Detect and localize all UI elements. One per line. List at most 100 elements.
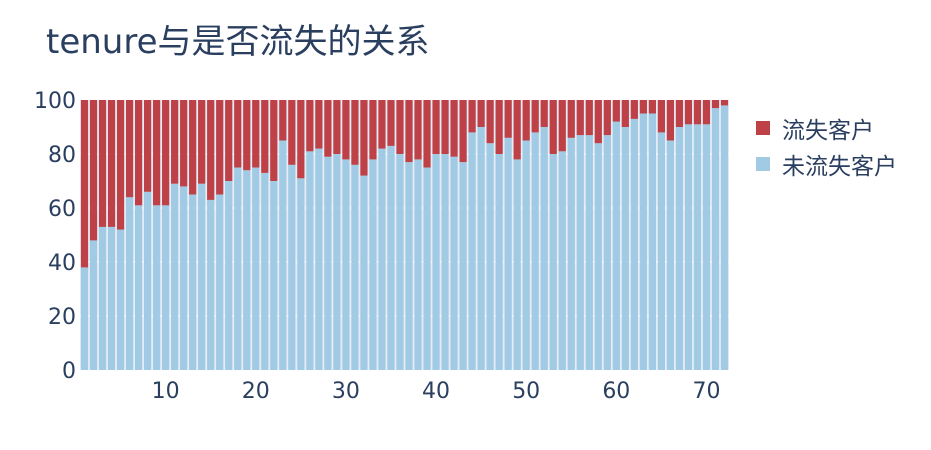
bar-churned[interactable] — [468, 100, 476, 133]
bar-churned[interactable] — [279, 100, 287, 141]
bar-retained[interactable] — [630, 118, 638, 371]
bar-churned[interactable] — [540, 100, 548, 127]
bar-churned[interactable] — [432, 100, 440, 154]
bar-churned[interactable] — [693, 100, 702, 125]
bar-churned[interactable] — [216, 100, 224, 195]
bar-retained[interactable] — [324, 156, 332, 370]
bar-retained[interactable] — [216, 194, 224, 371]
bar-retained[interactable] — [80, 267, 89, 370]
bar-retained[interactable] — [207, 199, 215, 370]
bar-churned[interactable] — [720, 100, 729, 106]
bar-churned[interactable] — [378, 100, 386, 149]
bar-churned[interactable] — [486, 100, 494, 144]
bar-churned[interactable] — [531, 100, 539, 133]
bar-retained[interactable] — [585, 135, 593, 370]
bar-retained[interactable] — [657, 132, 666, 370]
bar-retained[interactable] — [351, 164, 359, 370]
bar-retained[interactable] — [477, 127, 485, 370]
bar-retained[interactable] — [414, 159, 422, 370]
bar-churned[interactable] — [477, 100, 485, 127]
bar-retained[interactable] — [134, 205, 143, 370]
bar-churned[interactable] — [315, 100, 323, 149]
bar-churned[interactable] — [666, 100, 675, 141]
bar-churned[interactable] — [107, 100, 116, 227]
bar-retained[interactable] — [315, 148, 323, 370]
bar-churned[interactable] — [495, 100, 503, 154]
bar-retained[interactable] — [450, 156, 458, 370]
legend-item-retained[interactable]: 未流失客户 — [756, 146, 897, 182]
bar-churned[interactable] — [261, 100, 269, 173]
bar-retained[interactable] — [198, 183, 206, 370]
bar-churned[interactable] — [297, 100, 305, 179]
bar-churned[interactable] — [549, 100, 557, 154]
bar-churned[interactable] — [621, 100, 629, 127]
bar-churned[interactable] — [98, 100, 107, 227]
bar-churned[interactable] — [711, 100, 720, 109]
bar-retained[interactable] — [360, 175, 368, 370]
bar-retained[interactable] — [171, 183, 179, 370]
bar-churned[interactable] — [360, 100, 368, 176]
bar-retained[interactable] — [252, 167, 260, 371]
bar-retained[interactable] — [98, 226, 107, 370]
bar-retained[interactable] — [648, 113, 656, 371]
bar-churned[interactable] — [252, 100, 260, 168]
bar-retained[interactable] — [243, 170, 251, 370]
bar-churned[interactable] — [441, 100, 449, 154]
bar-retained[interactable] — [189, 194, 197, 371]
legend-item-churned[interactable]: 流失客户 — [756, 110, 897, 146]
bar-churned[interactable] — [207, 100, 215, 200]
bar-retained[interactable] — [621, 127, 629, 370]
bar-retained[interactable] — [333, 154, 341, 370]
bar-retained[interactable] — [639, 113, 647, 371]
bar-retained[interactable] — [459, 162, 467, 370]
bar-churned[interactable] — [612, 100, 620, 122]
bar-churned[interactable] — [630, 100, 638, 119]
bar-churned[interactable] — [675, 100, 684, 127]
bar-retained[interactable] — [495, 154, 503, 370]
bar-churned[interactable] — [351, 100, 359, 165]
bar-retained[interactable] — [594, 143, 602, 370]
bar-retained[interactable] — [684, 124, 693, 370]
bar-retained[interactable] — [116, 229, 125, 370]
bar-churned[interactable] — [657, 100, 666, 133]
bar-churned[interactable] — [189, 100, 197, 195]
bar-churned[interactable] — [125, 100, 134, 198]
bar-churned[interactable] — [198, 100, 206, 184]
bar-retained[interactable] — [107, 226, 116, 370]
bar-churned[interactable] — [459, 100, 467, 163]
bar-retained[interactable] — [711, 108, 720, 370]
bar-retained[interactable] — [342, 159, 350, 370]
bar-retained[interactable] — [504, 137, 512, 370]
bar-churned[interactable] — [396, 100, 404, 154]
bar-churned[interactable] — [513, 100, 521, 160]
bar-retained[interactable] — [153, 205, 161, 370]
bar-retained[interactable] — [162, 205, 170, 370]
bar-churned[interactable] — [405, 100, 413, 163]
bar-churned[interactable] — [603, 100, 611, 136]
bar-retained[interactable] — [225, 181, 233, 370]
bar-retained[interactable] — [603, 135, 611, 370]
bar-retained[interactable] — [369, 159, 377, 370]
bar-retained[interactable] — [387, 145, 395, 370]
bar-retained[interactable] — [612, 121, 620, 370]
bar-churned[interactable] — [369, 100, 377, 160]
bar-retained[interactable] — [540, 127, 548, 370]
bar-retained[interactable] — [513, 159, 521, 370]
bar-churned[interactable] — [162, 100, 170, 206]
bar-churned[interactable] — [225, 100, 233, 181]
bar-retained[interactable] — [720, 105, 729, 371]
bar-retained[interactable] — [270, 181, 278, 370]
bar-retained[interactable] — [522, 140, 530, 371]
bar-churned[interactable] — [143, 100, 152, 192]
bar-churned[interactable] — [288, 100, 296, 165]
bar-retained[interactable] — [549, 154, 557, 370]
bar-retained[interactable] — [486, 143, 494, 370]
bar-churned[interactable] — [414, 100, 422, 160]
bar-churned[interactable] — [333, 100, 341, 154]
bar-retained[interactable] — [279, 140, 287, 371]
bar-retained[interactable] — [576, 135, 584, 370]
bar-retained[interactable] — [306, 151, 314, 370]
bar-churned[interactable] — [243, 100, 251, 171]
bar-churned[interactable] — [576, 100, 584, 136]
bar-retained[interactable] — [261, 172, 269, 370]
